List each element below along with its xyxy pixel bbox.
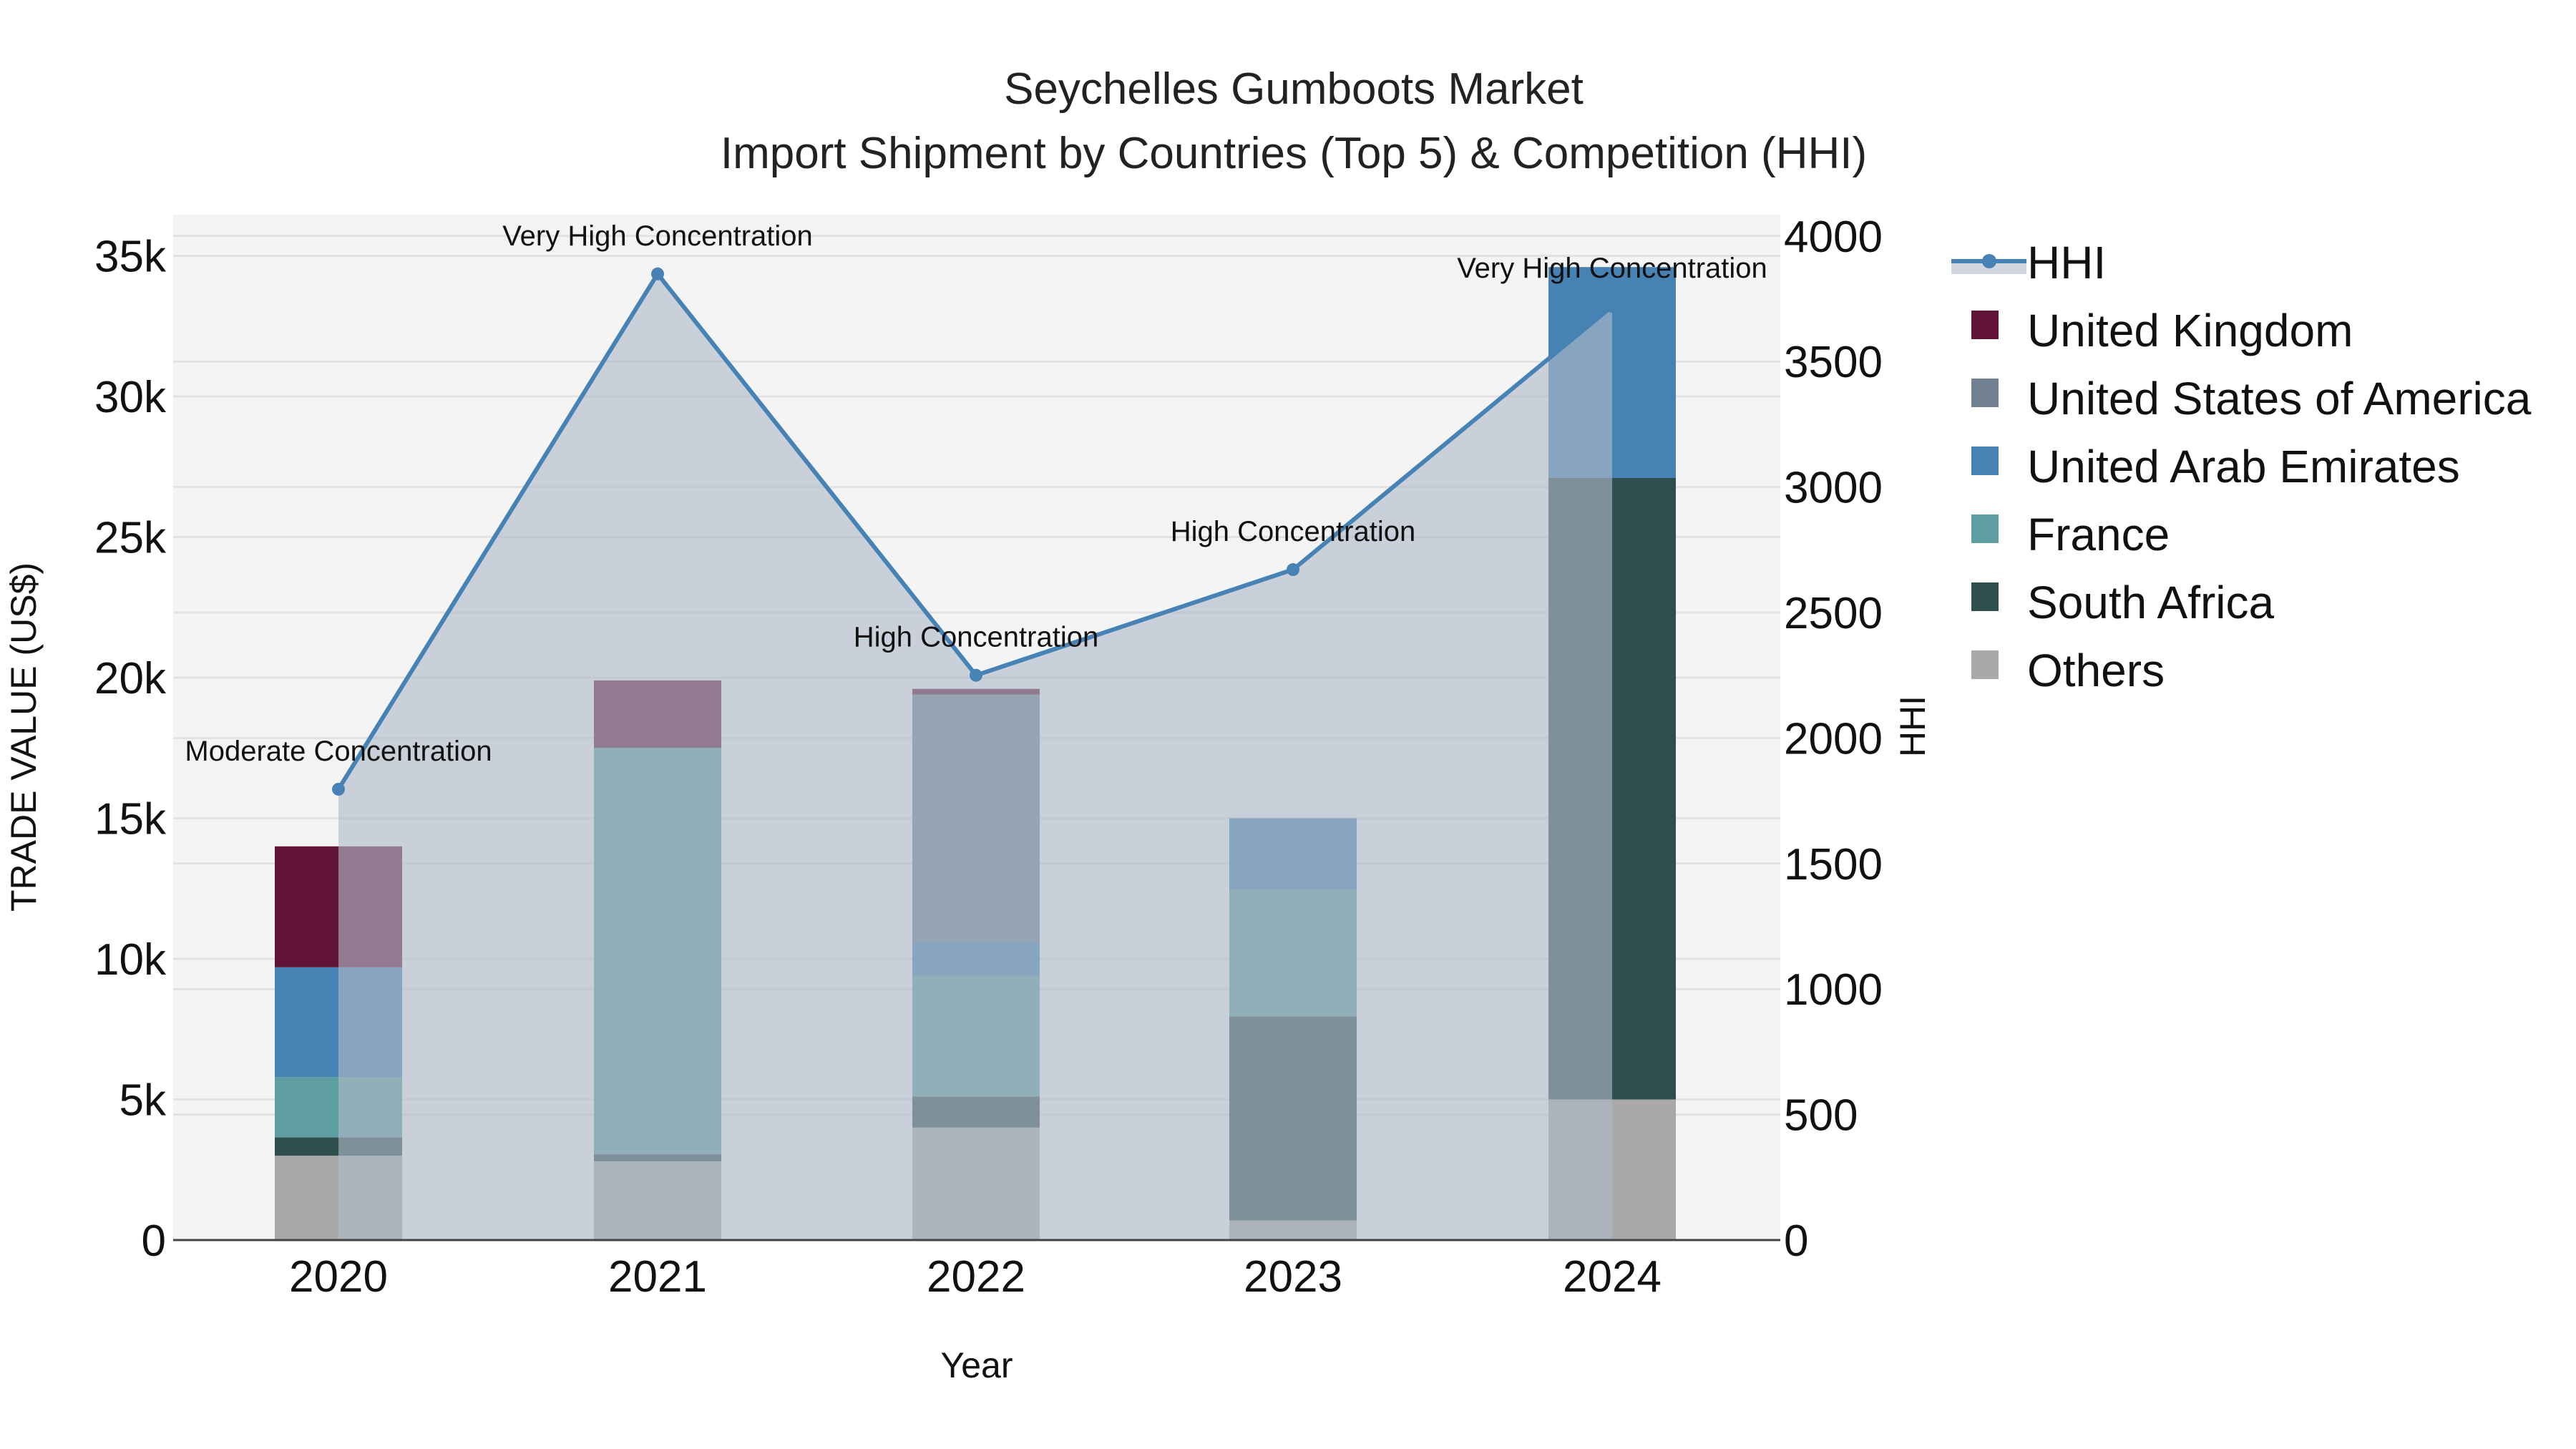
hhi-annotation: High Concentration (1171, 516, 1415, 547)
hhi-point-2021[interactable] (651, 267, 664, 280)
x-tick-2021: 2021 (608, 1252, 707, 1302)
hhi-point-2024[interactable] (1606, 300, 1619, 313)
y-right-tick: 3500 (1784, 338, 1883, 387)
y-right-tick: 0 (1784, 1216, 1808, 1266)
hhi-point-2023[interactable] (1287, 563, 1299, 577)
y-left-tick: 0 (142, 1216, 166, 1266)
hhi-annotation: High Concentration (854, 622, 1098, 653)
y-right-tick: 4000 (1784, 213, 1883, 262)
y-left-tick: 35k (94, 233, 167, 282)
legend-item-united-arab-emirates[interactable]: United Arab Emirates (1971, 441, 2460, 492)
hhi-annotation: Very High Concentration (1457, 253, 1767, 284)
x-tick-2024: 2024 (1563, 1252, 1662, 1302)
legend-item-united-kingdom[interactable]: United Kingdom (1971, 305, 2353, 356)
legend-swatch-icon (1971, 582, 1999, 611)
hhi-point-2020[interactable] (332, 782, 345, 796)
y-left-tick: 20k (94, 654, 167, 703)
legend-swatch-icon (1971, 514, 1999, 543)
hhi-annotation: Moderate Concentration (185, 736, 492, 767)
legend-label: United Arab Emirates (2027, 441, 2460, 492)
legend-label: France (2027, 509, 2170, 560)
y-left-tick: 15k (94, 795, 167, 844)
legend-item-south-africa[interactable]: South Africa (1971, 577, 2275, 628)
y-right-axis-label: HHI (1893, 696, 1933, 757)
hhi-points (332, 267, 1619, 796)
y-right-tick: 500 (1784, 1091, 1858, 1141)
legend-item-united-states-of-america[interactable]: United States of America (1971, 373, 2532, 424)
y-left-tick: 25k (94, 514, 167, 563)
chart-title-line1: Seychelles Gumboots Market (1004, 64, 1584, 114)
legend-label: HHI (2027, 237, 2106, 288)
hhi-legend-marker-icon (1982, 254, 1996, 268)
x-ticks: 2020 2021 2022 2023 2024 (289, 1252, 1662, 1302)
y-left-tick: 5k (119, 1076, 167, 1126)
legend-item-others[interactable]: Others (1971, 645, 2165, 696)
y-right-tick: 2500 (1784, 589, 1883, 638)
legend-item-hhi[interactable]: HHI (1951, 237, 2106, 288)
x-tick-2020: 2020 (289, 1252, 388, 1302)
legend-swatch-icon (1971, 379, 1999, 407)
chart-title-line2: Import Shipment by Countries (Top 5) & C… (721, 129, 1867, 178)
y-right-tick: 1000 (1784, 965, 1883, 1015)
legend-label: Others (2027, 645, 2165, 696)
y-left-tick: 30k (94, 373, 167, 422)
y-left-axis-label: TRADE VALUE (US$) (4, 562, 44, 912)
y-right-tick: 2000 (1784, 714, 1883, 763)
x-tick-2023: 2023 (1244, 1252, 1342, 1302)
y-right-tick: 1500 (1784, 840, 1883, 889)
hhi-area (338, 273, 1612, 1241)
legend-swatch-icon (1971, 650, 1999, 679)
y-right-ticks: 0 500 1000 1500 2000 2500 3000 3500 4000 (1784, 213, 1883, 1266)
y-left-ticks: 0 5k 10k 15k 20k 25k 30k 35k (94, 233, 167, 1267)
legend-item-france[interactable]: France (1971, 509, 2170, 560)
legend-label: United Kingdom (2027, 305, 2353, 356)
x-tick-2022: 2022 (927, 1252, 1025, 1302)
hhi-point-2022[interactable] (970, 668, 982, 682)
legend-swatch-icon (1971, 447, 1999, 475)
y-right-tick: 3000 (1784, 464, 1883, 513)
hhi-annotations: Moderate Concentration Very High Concentr… (185, 220, 1767, 767)
hhi-annotation: Very High Concentration (502, 220, 813, 252)
legend: HHI United Kingdom United States of Americ… (1951, 237, 2532, 696)
y-left-tick: 10k (94, 935, 167, 985)
legend-label: South Africa (2027, 577, 2275, 628)
x-axis-label: Year (940, 1345, 1013, 1385)
legend-swatch-icon (1971, 311, 1999, 339)
legend-label: United States of America (2027, 373, 2532, 424)
